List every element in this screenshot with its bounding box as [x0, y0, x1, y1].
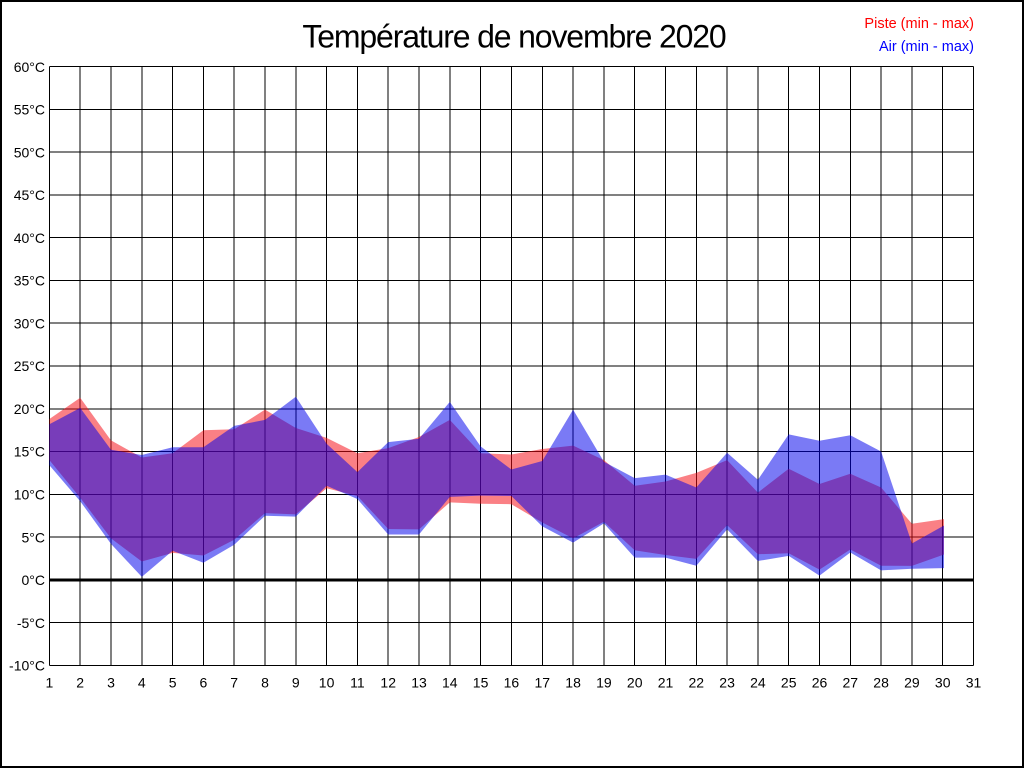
- svg-text:15: 15: [473, 675, 489, 691]
- svg-text:15°C: 15°C: [14, 444, 45, 460]
- svg-text:23: 23: [719, 675, 735, 691]
- svg-text:25°C: 25°C: [14, 358, 45, 374]
- svg-text:-5°C: -5°C: [17, 615, 45, 631]
- svg-text:24: 24: [750, 675, 766, 691]
- svg-text:3: 3: [107, 675, 115, 691]
- svg-text:35°C: 35°C: [14, 273, 45, 289]
- svg-text:13: 13: [411, 675, 427, 691]
- svg-text:16: 16: [504, 675, 520, 691]
- svg-text:19: 19: [596, 675, 612, 691]
- svg-text:Air (min - max): Air (min - max): [879, 39, 974, 55]
- svg-text:25: 25: [781, 675, 797, 691]
- svg-text:45°C: 45°C: [14, 187, 45, 203]
- svg-text:7: 7: [230, 675, 238, 691]
- svg-text:1: 1: [46, 675, 54, 691]
- svg-text:20°C: 20°C: [14, 401, 45, 417]
- svg-text:31: 31: [966, 675, 982, 691]
- svg-text:11: 11: [350, 675, 365, 691]
- svg-text:2: 2: [76, 675, 84, 691]
- svg-text:4: 4: [138, 675, 146, 691]
- svg-text:55°C: 55°C: [14, 102, 45, 118]
- svg-text:60°C: 60°C: [14, 59, 45, 75]
- svg-text:10°C: 10°C: [14, 487, 45, 503]
- svg-text:6: 6: [200, 675, 208, 691]
- svg-text:30: 30: [935, 675, 951, 691]
- svg-text:-10°C: -10°C: [9, 658, 45, 674]
- svg-text:18: 18: [565, 675, 581, 691]
- svg-text:14: 14: [442, 675, 458, 691]
- svg-text:29: 29: [904, 675, 920, 691]
- svg-text:26: 26: [812, 675, 828, 691]
- svg-text:9: 9: [292, 675, 300, 691]
- svg-text:10: 10: [319, 675, 335, 691]
- svg-text:21: 21: [658, 675, 674, 691]
- svg-text:12: 12: [380, 675, 396, 691]
- svg-text:40°C: 40°C: [14, 230, 45, 246]
- svg-text:28: 28: [873, 675, 889, 691]
- svg-text:20: 20: [627, 675, 643, 691]
- svg-text:8: 8: [261, 675, 269, 691]
- svg-text:Piste (min - max): Piste (min - max): [864, 16, 974, 32]
- svg-text:27: 27: [843, 675, 859, 691]
- svg-text:0°C: 0°C: [22, 572, 46, 588]
- svg-text:Température de novembre 2020: Température de novembre 2020: [302, 19, 726, 55]
- svg-text:22: 22: [689, 675, 705, 691]
- svg-text:5: 5: [169, 675, 177, 691]
- svg-text:30°C: 30°C: [14, 315, 45, 331]
- svg-text:50°C: 50°C: [14, 144, 45, 160]
- svg-text:17: 17: [535, 675, 551, 691]
- svg-text:5°C: 5°C: [22, 529, 46, 545]
